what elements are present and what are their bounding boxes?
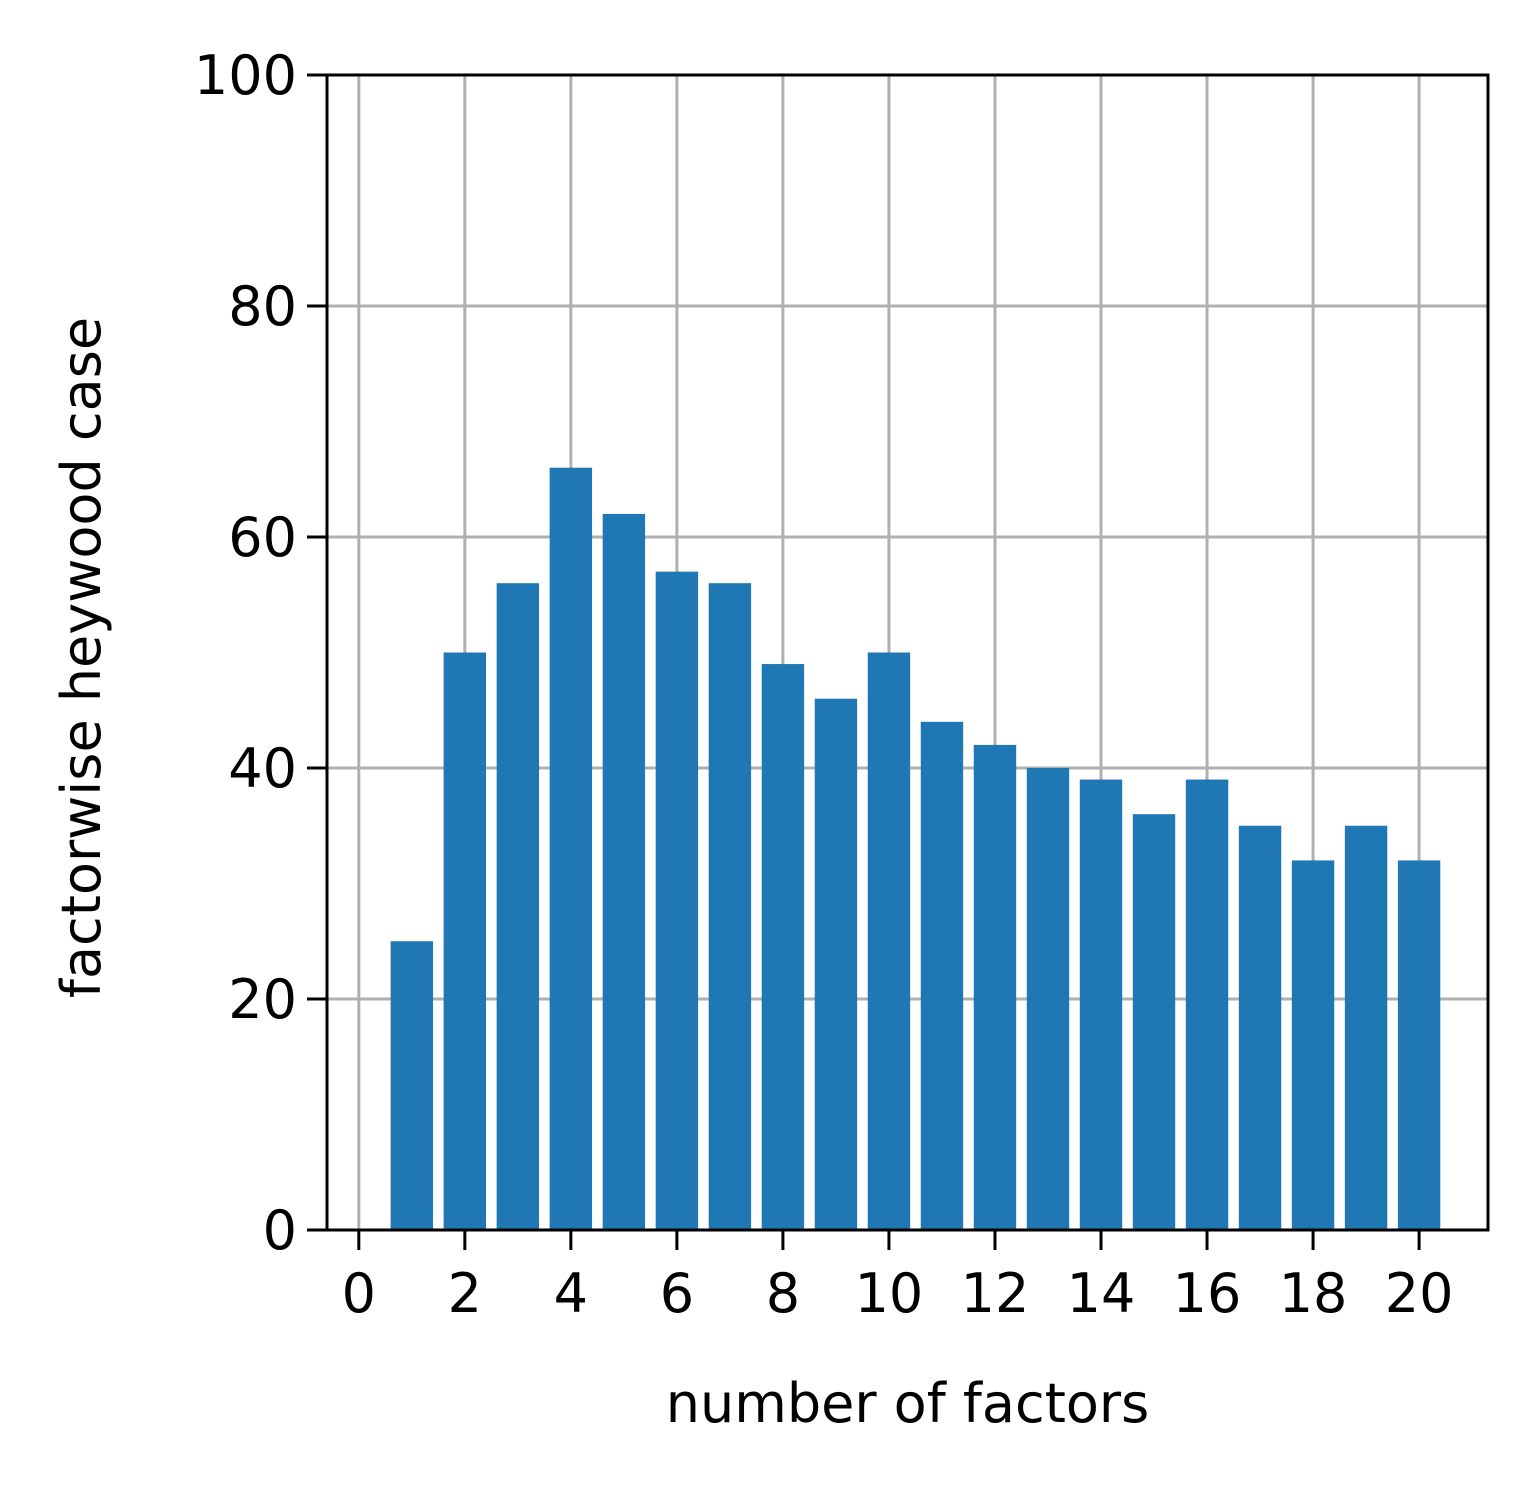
x-tick-label: 10	[855, 1262, 924, 1325]
y-tick-label: 100	[194, 44, 297, 107]
x-tick-label: 18	[1279, 1262, 1348, 1325]
x-tick-label: 2	[448, 1262, 482, 1325]
y-axis-ticks: 0 20 40 60 80 100	[194, 44, 327, 1262]
bars	[390, 467, 1441, 1230]
bar	[1238, 825, 1282, 1230]
y-axis-label: factorwise heywood case	[50, 317, 113, 998]
y-tick-label: 0	[263, 1199, 297, 1262]
x-axis-ticks: 0 2 4 6 8 10 12 14 16 18 20	[342, 1230, 1454, 1325]
bar	[1132, 814, 1176, 1230]
bar	[920, 721, 964, 1230]
y-tick-label: 40	[228, 737, 297, 800]
bar	[390, 941, 434, 1230]
bar	[814, 698, 858, 1230]
plot-frame	[325, 73, 1490, 1232]
bar	[1291, 860, 1335, 1230]
x-tick-label: 0	[342, 1262, 376, 1325]
y-tick-label: 80	[228, 275, 297, 338]
x-tick-label: 20	[1385, 1262, 1454, 1325]
y-tick-label: 20	[228, 968, 297, 1031]
bar	[1026, 768, 1070, 1230]
bar	[1397, 860, 1441, 1230]
x-tick-label: 6	[660, 1262, 694, 1325]
x-tick-label: 16	[1173, 1262, 1242, 1325]
x-axis-label: number of factors	[666, 1372, 1149, 1435]
bar	[708, 583, 752, 1230]
bar	[1079, 779, 1123, 1230]
bar	[496, 583, 540, 1230]
bar	[443, 652, 487, 1230]
bar	[867, 652, 911, 1230]
bar	[1344, 825, 1388, 1230]
bar	[761, 664, 805, 1230]
y-tick-label: 60	[228, 506, 297, 569]
bar	[655, 571, 699, 1230]
x-tick-label: 4	[554, 1262, 588, 1325]
x-tick-label: 12	[961, 1262, 1030, 1325]
x-tick-label: 14	[1067, 1262, 1136, 1325]
bar	[549, 467, 593, 1230]
bar	[973, 744, 1017, 1230]
x-tick-label: 8	[766, 1262, 800, 1325]
bar	[602, 513, 646, 1230]
bar	[1185, 779, 1229, 1230]
